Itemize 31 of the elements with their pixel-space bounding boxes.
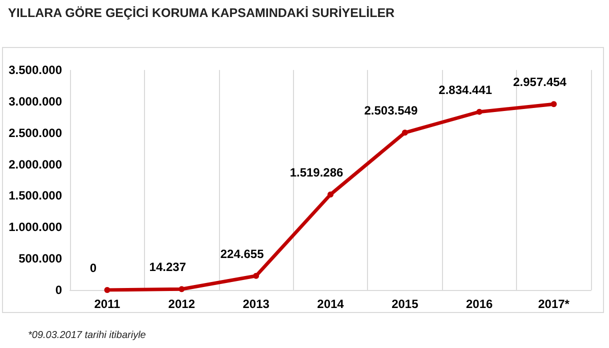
y-tick-label: 3.000.000: [8, 94, 62, 108]
y-tick-label: 2.500.000: [8, 126, 62, 140]
x-tick-label: 2013: [242, 297, 270, 311]
x-tick-label: 2012: [168, 297, 196, 311]
data-label: 2.503.549: [364, 104, 418, 118]
point: [328, 192, 334, 198]
chart-title: YILLARA GÖRE GEÇİCİ KORUMA KAPSAMINDAKİ SURİYELİLER: [8, 6, 395, 20]
y-tick-label: 0: [55, 283, 62, 297]
y-tick-label: 2.000.000: [8, 157, 62, 172]
data-label: 224.655: [220, 246, 264, 261]
x-tick-label: 2017*: [538, 297, 570, 311]
point: [178, 286, 185, 292]
point: [476, 108, 482, 115]
x-tick-label: 2014: [317, 297, 344, 311]
y-tick-label: 1.000.000: [8, 220, 62, 234]
y-tick-label: 1.500.000: [8, 188, 62, 203]
x-tick-label: 2011: [94, 297, 121, 311]
data-label: 1.519.286: [290, 166, 344, 180]
point: [104, 287, 110, 293]
x-tick-label: 2016: [466, 297, 494, 311]
y-tick-label: 3.500.000: [8, 63, 62, 77]
data-label: 2.957.454: [513, 75, 567, 90]
y-tick-label: 500.000: [18, 252, 62, 266]
point: [402, 130, 408, 136]
data-label: 2.834.441: [438, 82, 492, 97]
data-label: 0: [90, 261, 97, 275]
point: [550, 101, 557, 108]
x-tick-label: 2015: [392, 297, 419, 311]
data-label: 14.237: [149, 260, 186, 274]
text: *09.03.2017 tarihi itibariyle: [28, 330, 146, 341]
point: [253, 272, 260, 279]
